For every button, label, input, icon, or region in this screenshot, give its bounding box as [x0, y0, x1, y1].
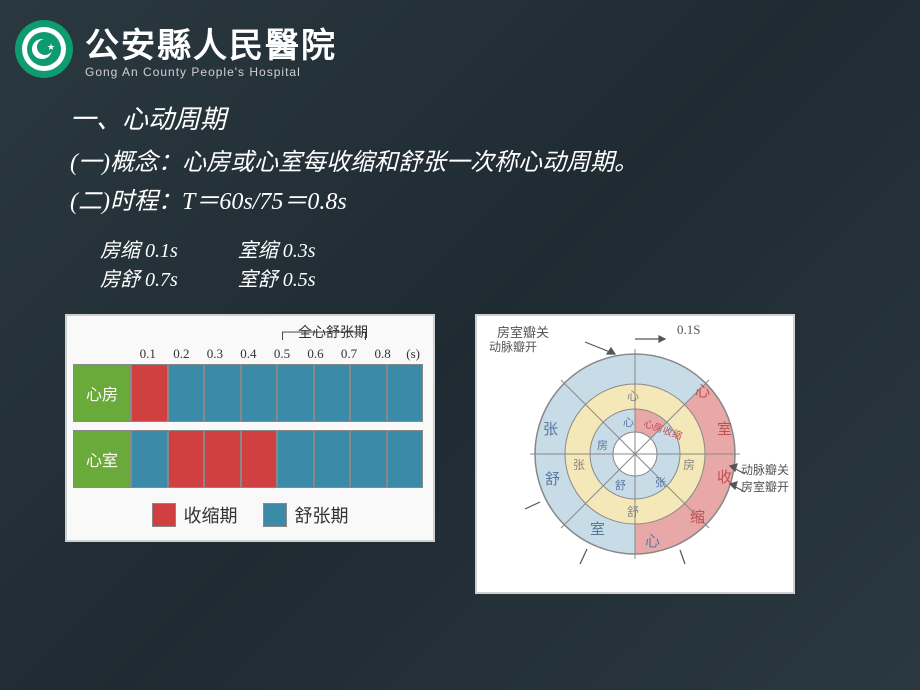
- scale-unit: (s): [399, 346, 427, 362]
- hospital-name-en: Gong An County People's Hospital: [85, 65, 337, 79]
- svg-text:心: 心: [695, 383, 710, 400]
- cell: [350, 430, 387, 488]
- svg-text:室: 室: [590, 521, 605, 538]
- cell: [168, 430, 205, 488]
- section-title: 一、心动周期: [70, 99, 850, 136]
- legend: 收缩期 舒张期: [73, 502, 427, 528]
- scale-tick: 0.7: [332, 346, 366, 362]
- svg-text:张: 张: [543, 421, 558, 438]
- label-aortic-close: 动脉瓣关: [741, 461, 789, 478]
- label-aortic-open: 动脉瓣开: [489, 338, 537, 355]
- cell: [277, 430, 314, 488]
- svg-text:房: 房: [597, 439, 608, 452]
- scale-tick: 0.4: [232, 346, 266, 362]
- row-label: 心房: [73, 364, 131, 422]
- svg-text:张: 张: [573, 458, 585, 472]
- hospital-name: 公安縣人民醫院 Gong An County People's Hospital: [85, 18, 337, 79]
- cell: [204, 430, 241, 488]
- bracket-label: 全心舒张期: [298, 322, 368, 342]
- cell: [131, 364, 168, 422]
- ventricular-diastole: 室舒 0.5s: [238, 263, 316, 292]
- svg-text:室: 室: [717, 421, 732, 438]
- svg-text:舒: 舒: [615, 478, 626, 492]
- scale-row: 0.1 0.2 0.3 0.4 0.5 0.6 0.7 0.8 (s): [73, 346, 427, 362]
- circle-diagram-svg: 心 室 收 缩 心 室 舒 张 心房收缩 心 房 舒 张 心 房 舒 张: [505, 324, 765, 584]
- scale-tick: 0.6: [299, 346, 333, 362]
- row-label: 心室: [73, 430, 131, 488]
- label-av-open: 房室瓣开: [741, 478, 789, 495]
- concept-line: (一)概念：心房或心室每收缩和舒张一次称心动周期。: [70, 142, 850, 177]
- main-content: 一、心动周期 (一)概念：心房或心室每收缩和舒张一次称心动周期。 (二)时程：T…: [0, 87, 920, 292]
- ventricular-systole: 室缩 0.3s: [238, 234, 316, 263]
- cell: [387, 430, 424, 488]
- legend-label: 舒张期: [295, 502, 349, 528]
- star-icon: ★: [47, 42, 55, 53]
- svg-text:房: 房: [683, 457, 695, 472]
- circle-chart: 心 室 收 缩 心 室 舒 张 心房收缩 心 房 舒 张 心 房 舒 张: [475, 314, 795, 594]
- cell: [204, 364, 241, 422]
- bar-chart: ┌────────┐ 全心舒张期 0.1 0.2 0.3 0.4 0.5 0.6…: [65, 314, 435, 542]
- cell: [314, 364, 351, 422]
- svg-text:缩: 缩: [690, 509, 705, 526]
- svg-text:舒: 舒: [627, 505, 639, 519]
- header: ★ 公安縣人民醫院 Gong An County People's Hospit…: [0, 0, 920, 87]
- duration-line: (二)时程：T＝60s/75＝0.8s: [70, 181, 850, 216]
- scale-tick: 0.3: [198, 346, 232, 362]
- cell: [131, 430, 168, 488]
- svg-text:舒: 舒: [545, 471, 560, 488]
- scale-tick: 0.2: [165, 346, 199, 362]
- cell: [277, 364, 314, 422]
- svg-text:心: 心: [623, 416, 634, 429]
- scale-tick: 0.8: [366, 346, 400, 362]
- legend-item: 收缩期: [152, 502, 238, 528]
- hospital-name-cn: 公安縣人民醫院: [85, 18, 337, 67]
- legend-label: 收缩期: [184, 502, 238, 528]
- diagrams-row: ┌────────┐ 全心舒张期 0.1 0.2 0.3 0.4 0.5 0.6…: [0, 292, 920, 594]
- atrium-row: 心房: [73, 364, 427, 422]
- cell: [350, 364, 387, 422]
- label-time: 0.1S: [677, 322, 700, 338]
- cell: [314, 430, 351, 488]
- cell: [241, 364, 278, 422]
- legend-swatch-red: [152, 503, 176, 527]
- legend-swatch-blue: [263, 503, 287, 527]
- svg-text:张: 张: [655, 476, 666, 489]
- svg-text:心: 心: [627, 389, 639, 403]
- timing-block: 房缩 0.1s 室缩 0.3s 房舒 0.7s 室舒 0.5s: [100, 234, 850, 292]
- svg-text:心: 心: [645, 533, 660, 550]
- cell: [387, 364, 424, 422]
- legend-item: 舒张期: [263, 502, 349, 528]
- cell: [241, 430, 278, 488]
- atrial-systole: 房缩 0.1s: [100, 234, 178, 263]
- hospital-logo: ★: [15, 20, 73, 78]
- atrial-diastole: 房舒 0.7s: [100, 263, 178, 292]
- scale-tick: 0.5: [265, 346, 299, 362]
- ventricle-row: 心室: [73, 430, 427, 488]
- scale-tick: 0.1: [131, 346, 165, 362]
- cell: [168, 364, 205, 422]
